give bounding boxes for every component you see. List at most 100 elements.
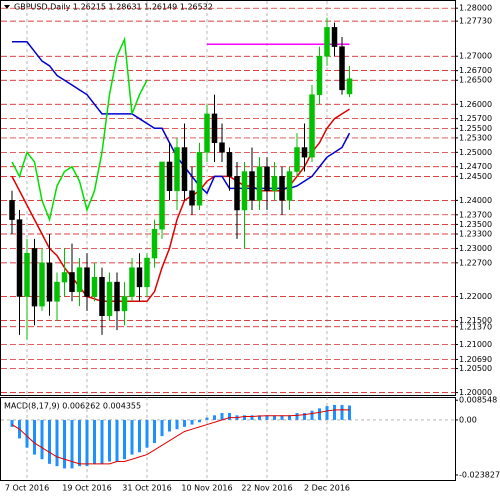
y-tick-label: 0.008548 (459, 396, 497, 405)
candle-body (189, 190, 195, 206)
candle-body (249, 171, 255, 201)
macd-bar (10, 419, 14, 427)
candle-body (76, 267, 83, 292)
y-tick-label: 1.23300 (459, 230, 492, 239)
macd-bar (310, 410, 314, 420)
y-tick-label: 1.22700 (459, 258, 492, 267)
x-tick-label: 31 Oct 2016 (122, 484, 171, 493)
y-tick-label: 1.21370 (459, 322, 492, 331)
macd-bar (130, 419, 134, 455)
candle-body (69, 272, 75, 292)
macd-bar (303, 413, 306, 420)
y-tick-label: 0.00 (459, 415, 477, 424)
indicator-line (11, 36, 148, 223)
macd-bar (168, 419, 171, 432)
candle-body (24, 252, 30, 297)
candle-body (286, 171, 293, 201)
candle-body (264, 166, 270, 192)
candle-body (294, 147, 300, 172)
macd-bar (123, 419, 126, 460)
y-tick-label: 1.24700 (459, 162, 492, 171)
candle-body (46, 262, 53, 302)
macd-bar (213, 415, 216, 420)
macd-bar (273, 415, 276, 420)
macd-bar (333, 404, 336, 420)
y-tick-label: 1.23500 (459, 220, 492, 229)
y-tick-label: 1.23700 (459, 210, 492, 219)
candle-body (99, 277, 105, 316)
macd-bar (198, 419, 201, 423)
collapse-icon (4, 5, 10, 9)
macd-bar (183, 419, 186, 427)
candle-body (211, 113, 218, 143)
y-tick-label: 1.24000 (459, 196, 492, 205)
y-tick-label: 1.27000 (459, 52, 492, 61)
macd-bar (153, 419, 156, 444)
macd-bar (250, 415, 254, 420)
y-tick-label: 1.21500 (459, 316, 492, 325)
y-tick-label: 1.21000 (459, 340, 492, 349)
y-tick-label: 1.23000 (459, 244, 492, 253)
candle-body (129, 267, 135, 297)
candle-body (106, 281, 113, 316)
candle-body (136, 267, 143, 288)
y-tick-label: 1.20000 (459, 388, 492, 397)
macd-bar (280, 415, 284, 420)
macd-bar (160, 419, 164, 437)
candle-body (339, 46, 345, 91)
x-tick-label: 2 Dec 2016 (304, 484, 350, 493)
y-tick-label: 1.25300 (459, 133, 492, 142)
chart-title: GBPUSD,Daily 1.26215 1.28631 1.26149 1.2… (14, 3, 213, 12)
macd-bar (48, 419, 51, 464)
macd-bar (318, 408, 321, 420)
macd-bar (85, 419, 89, 467)
x-tick-label: 7 Oct 2016 (5, 484, 49, 493)
y-tick-label: 1.24500 (459, 172, 492, 181)
candle-body (16, 219, 23, 297)
macd-bar (348, 405, 351, 420)
macd-title: MACD(8,17,9) 0.006262 0.004355 (4, 402, 141, 411)
candle-body (9, 200, 15, 220)
candle-body (144, 257, 150, 288)
candle-body (346, 78, 353, 95)
candle-body (31, 248, 38, 307)
macd-bar (70, 419, 74, 469)
macd-bar (108, 419, 111, 462)
x-tick-label: 19 Oct 2016 (62, 484, 111, 493)
candle-body (256, 166, 263, 201)
macd-bar (228, 413, 231, 420)
macd-bar (175, 419, 179, 430)
candle-body (181, 147, 188, 192)
macd-pane (0, 397, 456, 481)
candle-body (301, 147, 308, 158)
candle-body (151, 228, 158, 259)
candle-body (159, 161, 165, 230)
y-tick-label: 1.20690 (459, 355, 492, 364)
x-tick-label: 22 Nov 2016 (241, 484, 292, 493)
candle-body (309, 94, 315, 158)
candle-body (54, 281, 60, 302)
macd-bar (190, 419, 194, 425)
candle-body (241, 171, 248, 211)
candle-body (331, 27, 338, 47)
candle-body (39, 262, 45, 307)
macd-bar (258, 415, 261, 420)
macd-bar (265, 415, 269, 420)
y-tick-label: 1.20500 (459, 364, 492, 373)
macd-bar (78, 419, 81, 467)
y-tick-label: 1.25700 (459, 114, 492, 123)
y-tick-label: 1.25000 (459, 148, 492, 157)
y-tick-label: 1.25500 (459, 124, 492, 133)
macd-bar (220, 413, 224, 420)
macd-bar (138, 419, 141, 453)
candle-body (166, 161, 173, 192)
price-pane (0, 0, 456, 396)
macd-bar (288, 415, 291, 420)
macd-bar (33, 419, 36, 455)
macd-bar (55, 419, 59, 467)
candle-body (219, 142, 225, 153)
macd-bar (340, 404, 344, 420)
macd-bar (63, 419, 66, 469)
macd-bar (40, 419, 44, 460)
